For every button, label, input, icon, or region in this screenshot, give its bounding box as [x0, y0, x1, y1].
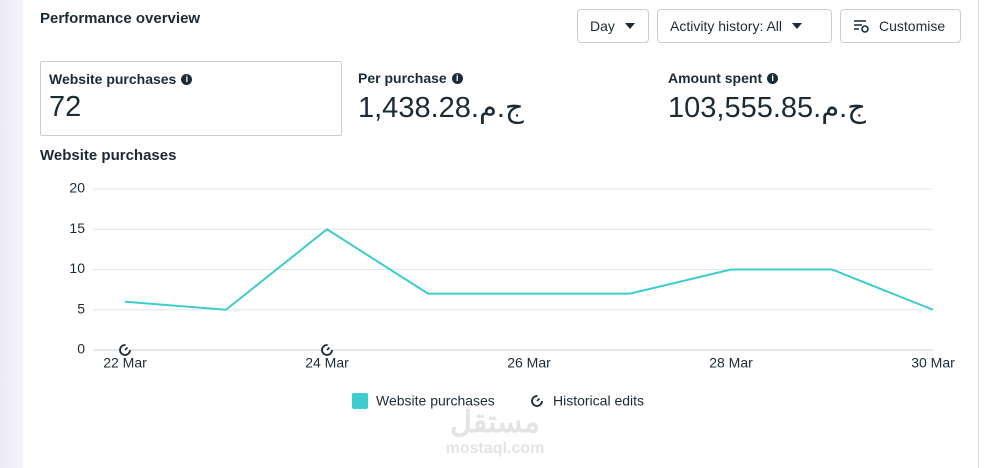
metric-card[interactable]: Per purchase i 1,438.28ج.م. — [350, 61, 650, 136]
customise-icon — [854, 20, 869, 33]
metric-label: Per purchase — [358, 70, 447, 86]
metric-card[interactable]: Amount spent i 103,555.85ج.م. — [660, 61, 960, 136]
x-tick-label: 26 Mar — [507, 355, 551, 371]
metric-card[interactable]: Website purchases i 72 — [40, 61, 342, 136]
caret — [792, 23, 803, 29]
panel-title: Performance overview — [40, 10, 201, 27]
watermark: مستقل — [450, 406, 540, 439]
currency: ج.م. — [470, 92, 524, 124]
x-tick-label: 24 Mar — [305, 355, 349, 371]
button-label: Day — [590, 18, 615, 34]
metric-value-row: 1,438.28ج.م. — [358, 90, 642, 125]
caret — [624, 23, 635, 29]
metric-value-row: 103,555.85ج.م. — [668, 90, 952, 125]
y-tick-label: 10 — [69, 260, 85, 276]
info-icon: i — [451, 72, 463, 84]
info-icon: i — [767, 72, 779, 84]
currency: ج.م. — [813, 92, 866, 124]
historical-edit-marker — [531, 395, 543, 407]
chart-title: Website purchases — [40, 147, 176, 164]
info-icon: i — [181, 73, 193, 85]
y-tick-label: 0 — [77, 341, 85, 357]
watermark: mostaql.com — [446, 440, 545, 457]
legend-label: Website purchases — [376, 393, 495, 409]
marker-hand — [326, 346, 331, 351]
metric-label-row: Amount spent i — [668, 70, 952, 86]
metric-value: 103,555.85 — [668, 92, 814, 124]
historical-edit-marker — [119, 344, 131, 356]
button-label: Activity history: All — [670, 18, 783, 34]
metric-value: 72 — [49, 91, 82, 123]
y-tick-label: 20 — [69, 180, 85, 196]
y-tick-label: 5 — [77, 300, 85, 316]
metric-label: Website purchases — [49, 71, 177, 87]
metric-label: Amount spent — [668, 70, 763, 86]
customise-button[interactable]: Customise — [840, 9, 961, 43]
day-dropdown[interactable]: Day — [577, 9, 649, 43]
x-tick-label: 30 Mar — [911, 355, 955, 371]
x-tick-label: 28 Mar — [709, 355, 753, 371]
data-line — [124, 228, 934, 311]
x-tick-label: 22 Mar — [103, 355, 147, 371]
marker-hand — [536, 397, 541, 402]
marker-hand — [124, 346, 129, 351]
historical-edit-marker — [321, 344, 333, 356]
y-tick-label: 15 — [69, 220, 85, 236]
metric-label-row: Website purchases i — [49, 71, 333, 87]
legend-label: Historical edits — [553, 393, 644, 409]
button-label: Customise — [879, 18, 946, 34]
metric-label-row: Per purchase i — [358, 70, 642, 86]
legend-swatch — [352, 393, 368, 409]
activity-dropdown[interactable]: Activity history: All — [657, 9, 832, 43]
metric-value: 1,438.28 — [358, 92, 471, 124]
